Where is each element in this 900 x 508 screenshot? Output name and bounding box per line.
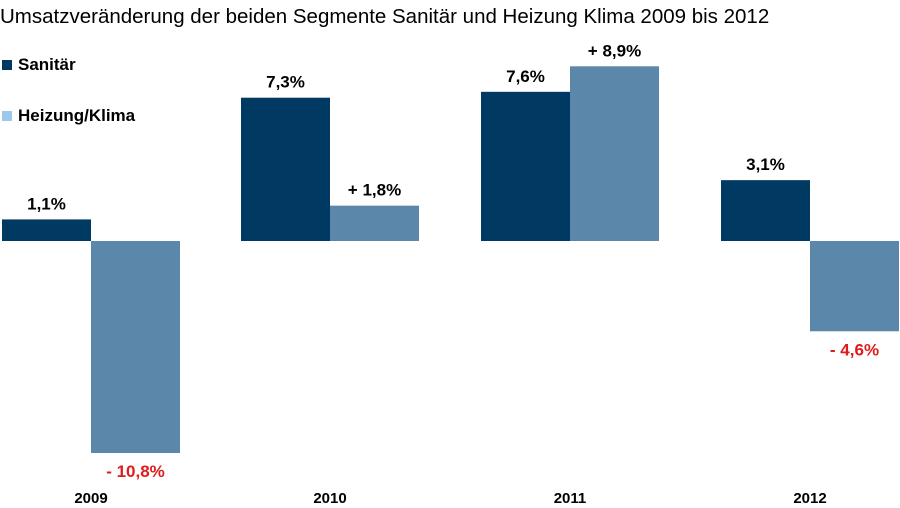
data-label-sanit-r-2009: 1,1% bbox=[27, 194, 66, 213]
bar-heizung-klima-2009 bbox=[91, 241, 180, 453]
bar-sanit-r-2011 bbox=[481, 91, 570, 241]
bar-heizung-klima-2011 bbox=[570, 66, 659, 241]
data-label-sanit-r-2012: 3,1% bbox=[746, 155, 785, 174]
data-label-heizung-klima-2010: + 1,8% bbox=[348, 181, 401, 200]
legend-swatch-sanitaer bbox=[2, 60, 12, 70]
chart-title: Umsatzveränderung der beiden Segmente Sa… bbox=[0, 5, 770, 28]
bar-sanit-r-2010 bbox=[241, 97, 330, 241]
data-label-heizung-klima-2011: + 8,9% bbox=[588, 41, 641, 60]
x-tick-label-2012: 2012 bbox=[793, 490, 826, 507]
legend-swatch-heizung-klima bbox=[2, 111, 12, 121]
data-label-heizung-klima-2012: - 4,6% bbox=[830, 340, 879, 359]
x-tick-label-2009: 2009 bbox=[74, 490, 107, 507]
bar-heizung-klima-2012 bbox=[810, 241, 899, 332]
legend-label-sanitaer: Sanitär bbox=[18, 55, 76, 74]
data-label-heizung-klima-2009: - 10,8% bbox=[106, 462, 165, 481]
bar-heizung-klima-2010 bbox=[330, 205, 419, 241]
data-label-sanit-r-2010: 7,3% bbox=[266, 73, 305, 92]
legend-item-sanitaer: Sanitär bbox=[2, 55, 76, 75]
x-tick-label-2010: 2010 bbox=[313, 490, 346, 507]
bar-sanit-r-2012 bbox=[721, 180, 810, 241]
data-label-sanit-r-2011: 7,6% bbox=[506, 67, 545, 86]
legend-label-heizung-klima: Heizung/Klima bbox=[18, 106, 136, 125]
legend-item-heizung-klima: Heizung/Klima bbox=[2, 106, 135, 126]
bar-sanit-r-2009 bbox=[2, 219, 91, 241]
x-tick-label-2011: 2011 bbox=[554, 490, 587, 507]
